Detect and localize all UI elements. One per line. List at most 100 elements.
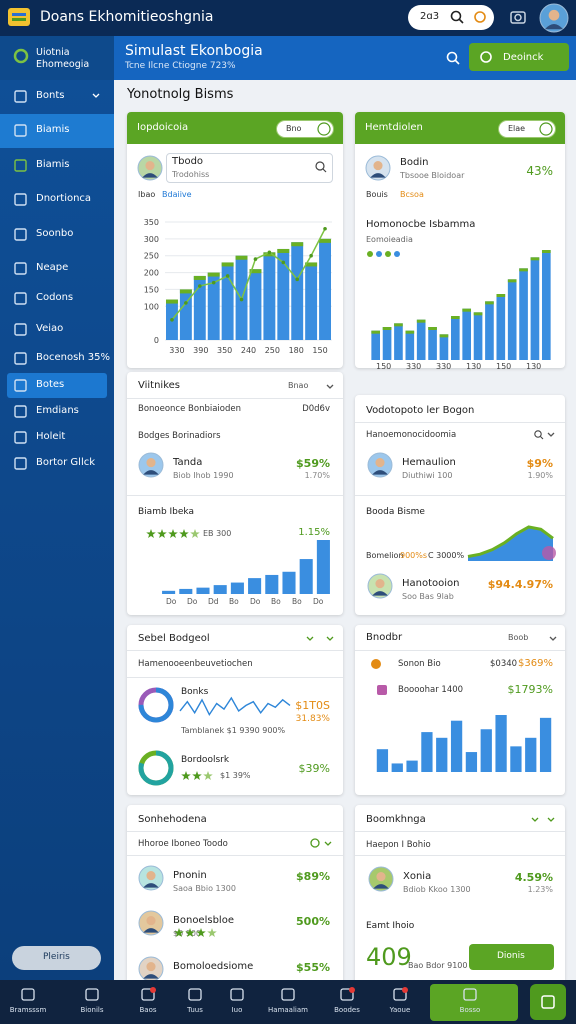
sidebar-button[interactable] bbox=[12, 946, 101, 970]
nav-label[interactable]: Bosso bbox=[459, 1006, 481, 1014]
nav-label[interactable]: Hamaaliam bbox=[268, 1006, 308, 1014]
x-tick-label: 150 bbox=[496, 362, 512, 371]
nav-badge bbox=[349, 987, 355, 993]
x-tick-label: Do bbox=[250, 597, 261, 606]
sidebar-item[interactable]: Biamis bbox=[36, 124, 70, 135]
row-sub: Saoa Bbio 1300 bbox=[173, 884, 236, 893]
sidebar-icon bbox=[14, 457, 27, 470]
row-sub: Tamblanek $1 9390 900% bbox=[181, 726, 286, 735]
card-button-label[interactable]: Dionis bbox=[497, 951, 525, 961]
header-button-label[interactable]: Deoinck bbox=[503, 52, 544, 63]
nav-label[interactable]: Boodes bbox=[334, 1006, 360, 1014]
avatar-head bbox=[375, 458, 385, 468]
icon-box bbox=[14, 193, 27, 206]
bar-cap bbox=[473, 312, 483, 316]
header-button[interactable] bbox=[469, 43, 569, 71]
bar-cap bbox=[179, 289, 192, 294]
card-button-label[interactable]: Boob bbox=[508, 633, 529, 642]
bar-cap bbox=[530, 257, 540, 261]
button-icon bbox=[539, 122, 553, 136]
avatar bbox=[138, 956, 164, 982]
card-button-label[interactable]: Elae bbox=[508, 124, 526, 133]
chevron bbox=[549, 636, 557, 641]
stars bbox=[181, 771, 213, 781]
row-sub: Diuthiwi 100 bbox=[402, 471, 453, 480]
card-button-label[interactable]: Bnao bbox=[288, 381, 309, 390]
nav-label[interactable]: Iuo bbox=[231, 1006, 243, 1014]
sidebar-item[interactable]: Dnortionca bbox=[36, 193, 92, 204]
nav-label[interactable]: Yaoue bbox=[389, 1006, 411, 1014]
lens bbox=[315, 161, 325, 171]
bar bbox=[265, 574, 279, 594]
card-button-label[interactable]: Bno bbox=[286, 124, 302, 133]
card-line-value: D0d6v bbox=[302, 404, 330, 414]
sidebar-item[interactable]: Emdians bbox=[36, 405, 79, 416]
bar-cap bbox=[496, 294, 506, 297]
header-subtitle: Tcne Ilcne Ctiogne 723% bbox=[125, 61, 236, 71]
bar-cap bbox=[405, 330, 415, 334]
bar-cap bbox=[193, 275, 206, 280]
bar bbox=[421, 732, 433, 772]
card-button[interactable] bbox=[469, 944, 554, 970]
bar bbox=[394, 323, 403, 360]
nav-icon-shape bbox=[188, 988, 202, 1001]
sidebar-item[interactable]: Bonts bbox=[36, 90, 65, 101]
sidebar-item[interactable]: Botes bbox=[36, 379, 65, 390]
bar bbox=[406, 760, 418, 772]
card-heading: Homonocbe Isbamma bbox=[366, 219, 476, 230]
nav-label[interactable]: Baos bbox=[139, 1006, 157, 1014]
sidebar-item[interactable]: Bocenosh 35% bbox=[36, 352, 111, 363]
nav-label[interactable]: Tuus bbox=[187, 1006, 203, 1014]
handle bbox=[454, 59, 460, 65]
separator bbox=[355, 855, 565, 856]
big-sub: Bao Bdor 9100 bbox=[408, 961, 468, 970]
sidebar-active bbox=[0, 114, 114, 148]
bar bbox=[248, 578, 262, 594]
area-chart bbox=[467, 525, 556, 561]
sidebar-item[interactable]: Soonbo bbox=[36, 228, 74, 239]
avatar bbox=[367, 452, 393, 478]
sidebar-item[interactable]: Codons bbox=[36, 292, 74, 303]
trend-point bbox=[239, 297, 244, 302]
dot bbox=[376, 251, 382, 257]
avatar-body bbox=[143, 883, 159, 888]
bar bbox=[541, 250, 551, 360]
sidebar-button-label[interactable]: Pleiris bbox=[43, 952, 70, 962]
bar bbox=[405, 330, 415, 360]
x-tick-label: Do bbox=[187, 597, 198, 606]
toggle-icon bbox=[474, 11, 486, 23]
bar bbox=[473, 312, 483, 360]
row-sub: $0340 bbox=[490, 659, 518, 669]
toggle-icon bbox=[310, 838, 320, 848]
nav-label[interactable]: Bionils bbox=[80, 1006, 104, 1014]
nav-icon bbox=[230, 988, 244, 1001]
x-tick-label: 130 bbox=[466, 362, 482, 371]
row-sub: Biob Ihob 1990 bbox=[173, 471, 234, 480]
x-tick-label: Bo bbox=[229, 597, 239, 606]
bar bbox=[519, 268, 528, 360]
card bbox=[355, 395, 565, 615]
sidebar-item[interactable]: Biamis bbox=[36, 159, 70, 170]
avatar-body bbox=[372, 470, 388, 475]
icon-box bbox=[14, 159, 27, 172]
profile-box bbox=[166, 153, 333, 183]
avatar-head bbox=[145, 161, 155, 171]
sidebar-item[interactable]: Holeit bbox=[36, 431, 66, 442]
button-icon bbox=[480, 51, 492, 63]
avatar-body bbox=[143, 928, 159, 933]
fab[interactable] bbox=[530, 984, 566, 1020]
sidebar-item[interactable]: Bortor Gllck bbox=[36, 457, 96, 468]
y-tick-label: 300 bbox=[144, 235, 159, 244]
row-value-2: 1.70% bbox=[304, 471, 330, 480]
avatar bbox=[138, 452, 164, 478]
area-accent bbox=[542, 546, 556, 560]
x-tick-label: 350 bbox=[217, 346, 232, 355]
row-value: $55% bbox=[296, 961, 330, 974]
sidebar-item[interactable]: Neape bbox=[36, 262, 69, 273]
x-tick-label: 250 bbox=[265, 346, 280, 355]
avatar-body bbox=[143, 974, 159, 979]
sidebar-item[interactable]: Veiao bbox=[36, 323, 64, 334]
nav-label[interactable]: Bramsssm bbox=[9, 1006, 47, 1014]
nav-icon bbox=[85, 988, 99, 1001]
row-name: Hemaulion bbox=[402, 457, 456, 468]
